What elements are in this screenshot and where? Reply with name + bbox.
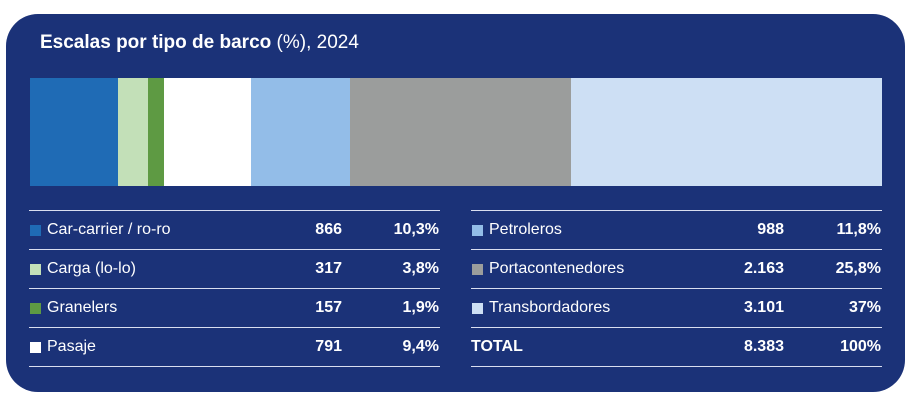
row-pct: 37% — [848, 299, 881, 316]
swatch-icon — [30, 342, 41, 353]
total-label: TOTAL — [471, 338, 523, 355]
chart-title-bold: Escalas por tipo de barco — [40, 32, 272, 53]
total-pct: 100% — [840, 338, 881, 355]
table-row: Granelers 157 1,9% — [29, 288, 440, 327]
row-value: 791 — [315, 338, 342, 355]
table-row: Portacontenedores 2.163 25,8% — [471, 249, 882, 288]
row-label: Pasaje — [47, 338, 96, 355]
row-value: 317 — [315, 260, 342, 277]
row-pct: 25,8% — [835, 260, 881, 277]
row-label: Car-carrier / ro-ro — [47, 221, 171, 238]
row-label: Portacontenedores — [489, 260, 625, 277]
row-label: Transbordadores — [489, 299, 611, 316]
segment-transbordadores — [571, 78, 882, 186]
table-row: Petroleros 988 11,8% — [471, 210, 882, 249]
legend-table-left: Car-carrier / ro-ro 866 10,3% Carga (lo-… — [29, 210, 440, 367]
table-row: Transbordadores 3.101 37% — [471, 288, 882, 327]
row-value: 3.101 — [743, 299, 784, 316]
legend-table-right: Petroleros 988 11,8% Portacontenedores 2… — [471, 210, 882, 367]
segment-granelers — [148, 78, 164, 186]
row-value: 866 — [315, 221, 342, 238]
segment-petroleros — [251, 78, 350, 186]
row-pct: 3,8% — [402, 260, 439, 277]
row-label: Granelers — [47, 299, 118, 316]
row-pct: 1,9% — [402, 299, 439, 316]
row-label: Petroleros — [489, 221, 562, 238]
total-value: 8.383 — [743, 338, 784, 355]
row-pct: 11,8% — [836, 221, 881, 238]
table-row-total: TOTAL 8.383 100% — [471, 327, 882, 367]
swatch-icon — [472, 225, 483, 236]
row-value: 2.163 — [743, 260, 784, 277]
row-pct: 10,3% — [393, 221, 439, 238]
stacked-bar — [30, 78, 882, 186]
swatch-icon — [30, 225, 41, 236]
segment-car-carrier — [30, 78, 118, 186]
table-row: Carga (lo-lo) 317 3,8% — [29, 249, 440, 288]
chart-title-rest: (%), 2024 — [271, 32, 359, 53]
row-value: 157 — [315, 299, 342, 316]
row-label: Carga (lo-lo) — [47, 260, 136, 277]
table-row: Car-carrier / ro-ro 866 10,3% — [29, 210, 440, 249]
swatch-icon — [472, 303, 483, 314]
table-row: Pasaje 791 9,4% — [29, 327, 440, 367]
row-value: 988 — [757, 221, 784, 238]
segment-carga — [118, 78, 148, 186]
chart-title: Escalas por tipo de barco (%), 2024 — [40, 32, 359, 54]
swatch-icon — [30, 303, 41, 314]
swatch-icon — [472, 264, 483, 275]
segment-pasaje — [164, 78, 251, 186]
swatch-icon — [30, 264, 41, 275]
chart-card — [6, 14, 905, 392]
segment-portacontenedores — [350, 78, 571, 186]
row-pct: 9,4% — [402, 338, 439, 355]
